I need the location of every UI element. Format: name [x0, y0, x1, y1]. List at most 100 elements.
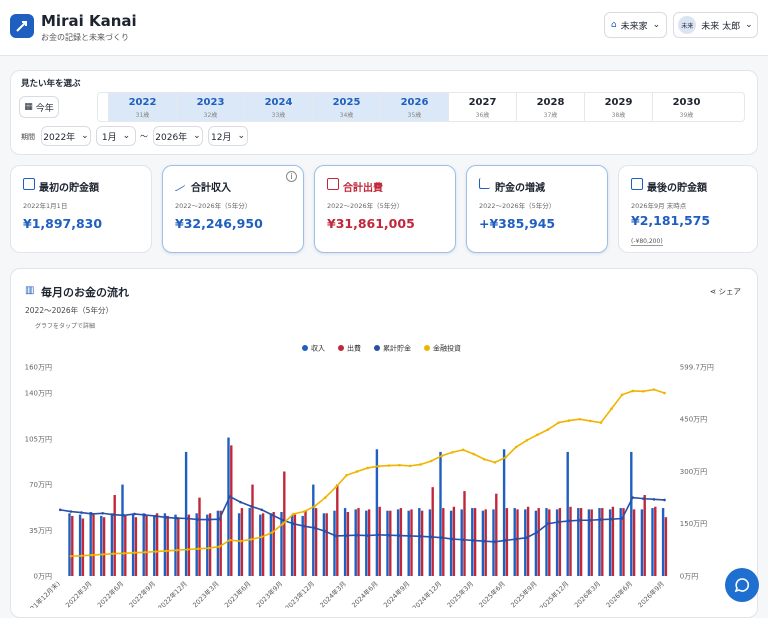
card-value: ¥31,861,005: [327, 216, 415, 231]
bar: [290, 514, 294, 576]
bar: [442, 508, 445, 576]
line-point: [631, 389, 634, 393]
x-tick-label: 2023年12月: [283, 579, 316, 608]
year-cell[interactable]: 2027 36歳: [448, 93, 516, 121]
year-cell[interactable]: 2023 32歳: [176, 93, 244, 121]
end-month[interactable]: 12月 ⌄: [208, 126, 248, 146]
bar: [131, 514, 135, 576]
year-label: 2028: [536, 97, 565, 108]
share-label: シェア: [718, 287, 742, 296]
line-point: [483, 457, 486, 461]
line-point: [133, 551, 136, 554]
bar: [407, 510, 410, 576]
line-point: [196, 518, 200, 521]
user-name: 未来 太郎: [701, 21, 741, 32]
year-card: 見たい年を選ぶ ▦ 今年 2022 31歳 2023 32歳 2024 33歳 2025 34歳…: [10, 70, 758, 155]
bar: [134, 517, 138, 576]
line-point: [165, 549, 168, 553]
bar: [219, 510, 222, 576]
home-button[interactable]: ⌂ 未来家 ⌄: [604, 12, 667, 38]
chart-card: ▥ 毎月のお金の流れ 2022〜2026年（5年分） グラフをタップで詳細 ⋖ …: [10, 268, 758, 618]
chat-icon: [734, 578, 750, 593]
bar: [579, 508, 583, 576]
year-cell[interactable]: 2028 37歳: [516, 93, 584, 121]
summary-card: 最後の貯金額 2026年9月 末時点 ¥2,181,575 (-¥80,200): [618, 165, 758, 253]
line-point: [377, 533, 380, 537]
bar: [100, 515, 103, 576]
bar: [251, 484, 254, 576]
end-year[interactable]: 2026年 ⌄: [153, 126, 203, 146]
line-point: [652, 498, 656, 501]
line-point: [334, 485, 338, 489]
line-point: [228, 538, 232, 542]
line-point: [207, 518, 210, 521]
bar: [166, 515, 169, 576]
info-icon[interactable]: i: [286, 171, 297, 182]
bar: [195, 513, 198, 576]
bar: [505, 508, 509, 576]
line-point: [260, 508, 263, 512]
summary-card[interactable]: 合計出費 2022〜2026年（5年分） ¥31,861,005: [314, 165, 456, 253]
bar: [272, 511, 275, 576]
chat-button[interactable]: [725, 568, 759, 602]
bar: [537, 508, 540, 576]
year-cell[interactable]: 2024 33歳: [244, 93, 312, 121]
bar: [643, 495, 646, 576]
legend-label: 累計貯金: [383, 344, 411, 353]
line-point: [631, 496, 634, 499]
line-point: [249, 504, 253, 508]
line-point: [239, 539, 242, 543]
home-label: 未来家: [620, 21, 648, 32]
header: Mirai Kanai お金の記録と未来づくり ⌂ 未来家 ⌄ 未来 未来 太郎 ⌄: [0, 0, 768, 56]
line-point: [387, 464, 391, 467]
line-point: [69, 510, 73, 513]
user-button[interactable]: 未来 未来 太郎 ⌄: [673, 12, 758, 38]
card-title: 合計収入: [191, 183, 231, 194]
x-tick-label: 2026年3月: [572, 579, 602, 608]
bar: [269, 513, 273, 576]
end-month-label: 12月: [211, 132, 232, 143]
bar: [230, 445, 233, 576]
year-cell[interactable]: 2030 39歳: [652, 93, 720, 121]
year-cell[interactable]: 2022 31歳: [108, 93, 176, 121]
app-subtitle: お金の記録と未来づくり: [41, 33, 129, 42]
bar: [89, 511, 92, 576]
bar: [449, 510, 453, 576]
x-tick-label: 2023年3月: [191, 579, 221, 608]
this-year-button[interactable]: ▦ 今年: [19, 96, 59, 118]
line-point: [408, 464, 412, 468]
summary-card[interactable]: 貯金の増減 2022〜2026年（5年分） +¥385,945: [466, 165, 608, 253]
year-cell[interactable]: 2025 34歳: [312, 93, 380, 121]
period-separator: 〜: [140, 132, 148, 141]
year-cell[interactable]: 2029 38歳: [584, 93, 652, 121]
legend-swatch: [302, 345, 308, 351]
line-point: [419, 463, 423, 466]
line-point: [313, 526, 317, 530]
share-button[interactable]: ⋖ シェア: [709, 287, 742, 296]
bar: [357, 508, 360, 576]
year-label: 2029: [604, 97, 633, 108]
age-label: 37歳: [543, 112, 558, 119]
line-point: [589, 419, 592, 423]
legend-swatch: [424, 345, 430, 351]
start-month[interactable]: 1月 ⌄: [96, 126, 136, 146]
line-point: [557, 520, 560, 524]
bar: [654, 506, 657, 576]
start-year[interactable]: 2022年 ⌄: [41, 126, 91, 146]
card-title: 合計出費: [343, 183, 383, 194]
card-sub: 2022〜2026年（5年分）: [327, 202, 404, 210]
card-sub: 2022〜2026年（5年分）: [479, 202, 556, 210]
chart: 0万円 35万円 70万円 105万円 140万円 160万円 0万円 150万円 300万円 4…: [20, 344, 713, 609]
bar: [651, 508, 654, 576]
bar: [460, 509, 463, 576]
logo[interactable]: [10, 14, 34, 38]
card-icon: [23, 178, 35, 190]
summary-card[interactable]: i 合計収入 2022〜2026年（5年分） ¥32,246,950: [162, 165, 304, 253]
line-point: [610, 517, 613, 521]
bar: [177, 517, 180, 576]
y2-tick-label: 0万円: [680, 573, 698, 581]
year-cell[interactable]: 2026 35歳: [380, 93, 448, 121]
line-point: [652, 388, 656, 391]
legend-swatch: [338, 345, 344, 351]
line-point: [281, 518, 285, 522]
